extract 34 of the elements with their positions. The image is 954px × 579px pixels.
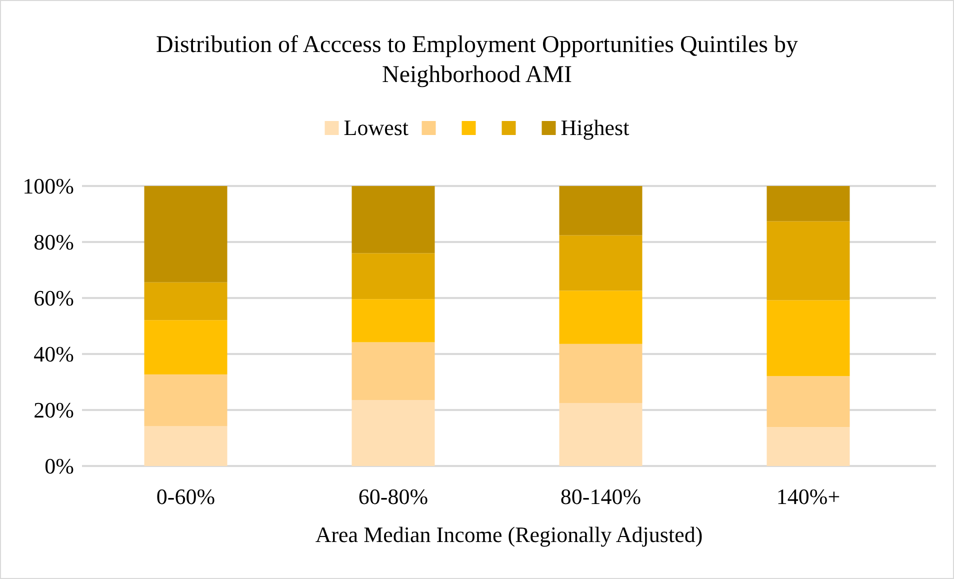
bar: [352, 186, 435, 254]
bar: [766, 221, 850, 300]
x-tick-label: 80-140%: [560, 484, 642, 509]
bar: [144, 426, 228, 466]
bar: [144, 186, 228, 282]
bar: [766, 376, 850, 428]
bar: [559, 235, 642, 291]
bar: [559, 344, 642, 403]
y-tick-label: 60%: [34, 286, 74, 311]
y-tick-label: 20%: [34, 398, 74, 423]
x-tick-label: 140%+: [776, 484, 840, 509]
bar: [766, 300, 850, 376]
x-axis-title: Area Median Income (Regionally Adjusted): [315, 522, 703, 547]
bar: [766, 186, 850, 222]
chart-title: Distribution of Acccess to Employment Opportunities Quintiles by Neighborhood AMI: [155, 31, 799, 90]
bar: [559, 403, 642, 466]
y-tick-label: 80%: [34, 230, 74, 255]
y-tick-label: 0%: [44, 454, 74, 479]
legend-label: Lowest: [344, 115, 409, 140]
bar: [352, 253, 435, 300]
y-tick-label: 40%: [34, 342, 74, 367]
y-tick-label: 100%: [22, 174, 74, 199]
bar: [144, 320, 228, 374]
bar: [766, 427, 850, 466]
bar: [352, 299, 435, 342]
legend-label: Highest: [560, 115, 630, 140]
x-tick-label: 0-60%: [156, 484, 216, 509]
bar: [352, 400, 435, 466]
bar: [559, 186, 642, 236]
bar: [144, 374, 228, 426]
bar: [559, 290, 642, 344]
x-tick-label: 60-80%: [358, 484, 428, 509]
bar: [144, 282, 228, 320]
bar: [352, 342, 435, 400]
